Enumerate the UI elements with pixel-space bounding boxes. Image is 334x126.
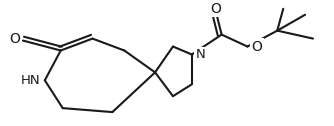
Text: HN: HN: [21, 74, 41, 87]
Text: N: N: [196, 48, 205, 61]
Text: O: O: [10, 32, 20, 46]
Text: O: O: [252, 40, 262, 54]
Text: O: O: [210, 2, 221, 16]
